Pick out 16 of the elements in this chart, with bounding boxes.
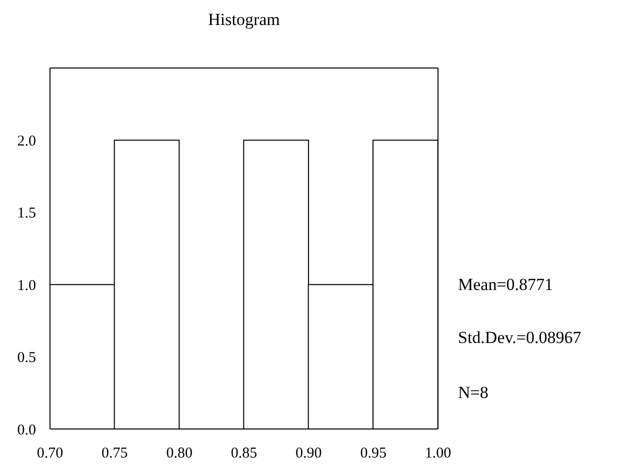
text: Mean=0.8771 xyxy=(458,275,554,295)
x-tick-label: 0.95 xyxy=(360,446,386,462)
y-tick-label: 2.0 xyxy=(17,134,36,150)
x-tick-label: 0.90 xyxy=(296,446,322,462)
text: N=8 xyxy=(458,383,488,403)
y-tick-label: 1.0 xyxy=(17,278,36,294)
x-tick-label: 1.00 xyxy=(424,446,452,462)
chart-title: Histogram xyxy=(207,10,281,30)
x-tick-label: 0.75 xyxy=(102,446,128,462)
y-tick-label: 1.5 xyxy=(17,206,36,222)
x-tick-label: 0.85 xyxy=(230,446,258,462)
text: Std.Dev.=0.08967 xyxy=(458,328,582,348)
x-tick-label: 0.70 xyxy=(36,446,64,462)
y-tick-label: 0.5 xyxy=(17,350,36,366)
y-tick-label: 0.0 xyxy=(17,422,36,438)
x-tick-label: 0.80 xyxy=(166,446,192,462)
